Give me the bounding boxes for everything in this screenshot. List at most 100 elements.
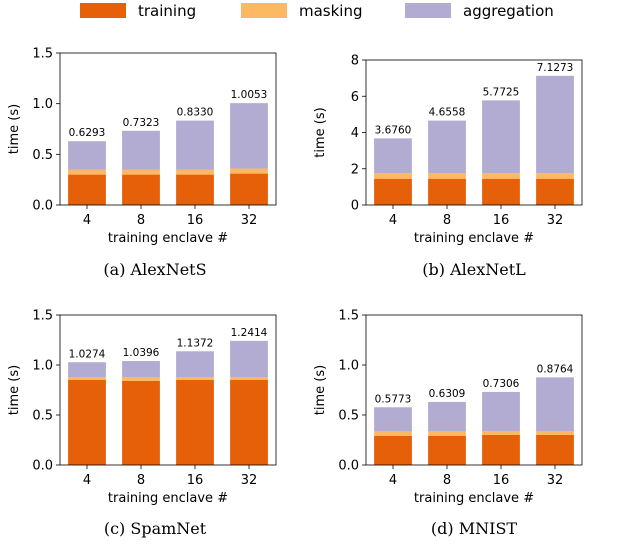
y-axis-label: time (s) [313,365,328,415]
bar-masking-32 [230,168,268,174]
data-label-16: 1.1372 [177,337,214,349]
data-label-16: 0.7306 [483,378,520,390]
bar-aggregation-8 [428,401,466,431]
y-tick-label-4: 4 [351,126,359,141]
y-tick-label-8: 8 [351,54,359,69]
bar-training-16 [176,174,214,205]
bar-aggregation-16 [482,100,520,174]
x-axis-label: training enclave # [108,231,228,246]
x-axis-label: training enclave # [108,491,228,506]
chart-panel-2: 1.0274 4 1.0396 8 1.1372 16 1.2414 32 0.0 0.5 1.0 1… [7,309,277,538]
bar-aggregation-32 [230,340,268,377]
x-tick-label-8: 8 [137,213,145,228]
x-tick-label-32: 32 [547,213,564,228]
x-axis-label: training enclave # [414,491,534,506]
bar-training-32 [536,435,574,465]
x-tick-label-8: 8 [443,473,451,488]
data-label-32: 1.2414 [231,327,268,339]
bar-training-8 [122,381,160,465]
data-label-32: 0.8764 [537,363,574,375]
y-tick-label-2: 2 [351,162,359,177]
x-tick-label-16: 16 [187,473,204,488]
data-label-8: 4.6558 [429,107,466,119]
bar-masking-16 [176,377,214,380]
x-axis-label: training enclave # [414,231,534,246]
panels: 0.629340.732380.8330161.0053320.00.51.01… [7,47,583,538]
y-tick-label-0.5: 0.5 [338,409,359,424]
bar-masking-16 [482,173,520,179]
panel-caption: (c) SpamNet [104,519,207,538]
x-tick-label-4: 4 [389,473,397,488]
bar-aggregation-16 [482,391,520,431]
bar-masking-32 [230,377,268,380]
data-label-8: 0.7323 [123,117,160,129]
legend-swatch-aggregation [405,3,451,18]
bar-aggregation-8 [428,120,466,174]
panel-caption: (a) AlexNetS [103,260,206,279]
y-tick-label-0.0: 0.0 [32,199,53,214]
panel-caption: (d) MNIST [431,519,517,538]
data-label-4: 0.5773 [375,393,412,405]
x-tick-label-4: 4 [83,473,91,488]
bar-training-32 [230,380,268,465]
bar-aggregation-16 [176,351,214,377]
y-tick-label-1.5: 1.5 [32,309,53,324]
bar-aggregation-8 [122,361,160,377]
bar-masking-32 [536,431,574,435]
y-axis-label: time (s) [7,104,22,154]
bar-training-32 [536,178,574,205]
chart-panel-0: 0.6293 4 0.7323 8 0.8330 16 1.0053 32 0.0 0.5 1.0 1… [7,47,277,279]
y-tick-label-1.0: 1.0 [32,359,53,374]
plot-frame [365,314,583,466]
data-label-16: 5.7725 [483,86,520,98]
bar-training-8 [428,178,466,205]
bar-masking-4 [68,169,106,175]
panel-caption: (b) AlexNetL [422,260,526,279]
bar-masking-16 [176,169,214,175]
data-label-4: 3.6760 [375,124,412,136]
y-axis-label: time (s) [7,365,22,415]
plot-frame [365,59,583,206]
bar-aggregation-32 [536,75,574,174]
bar-training-4 [374,436,412,465]
data-label-32: 1.0053 [231,89,268,101]
y-tick-label-0.0: 0.0 [32,459,53,474]
x-tick-label-32: 32 [241,213,258,228]
bar-masking-4 [374,431,412,436]
bar-aggregation-16 [176,120,214,170]
bar-aggregation-32 [230,103,268,169]
bar-masking-16 [482,431,520,435]
bar-training-4 [374,178,412,205]
legend-label-masking: masking [299,2,363,20]
bar-training-32 [230,173,268,205]
bar-training-4 [68,174,106,205]
plot-frame [59,314,277,466]
chart-panel-3: 0.5773 4 0.6309 8 0.7306 16 0.8764 32 0.0 0.5 1.0 1… [313,309,583,538]
legend: training masking aggregation [80,2,554,20]
bar-aggregation-4 [68,362,106,377]
data-label-8: 1.0396 [123,347,160,359]
x-tick-label-16: 16 [187,213,204,228]
x-tick-label-32: 32 [547,473,564,488]
x-tick-label-4: 4 [389,213,397,228]
bar-masking-32 [536,173,574,179]
bar-masking-8 [122,169,160,175]
data-label-4: 0.6293 [69,127,106,139]
bar-training-16 [482,435,520,465]
bar-training-8 [428,436,466,465]
bar-training-16 [482,178,520,205]
y-tick-label-0.5: 0.5 [32,409,53,424]
legend-swatch-masking [241,3,287,18]
legend-label-training: training [138,2,196,20]
bar-aggregation-8 [122,130,160,170]
x-tick-label-4: 4 [83,213,91,228]
bar-aggregation-32 [536,377,574,431]
x-tick-label-16: 16 [493,473,510,488]
y-tick-label-1.0: 1.0 [32,97,53,112]
bar-masking-8 [428,173,466,179]
bar-training-8 [122,174,160,205]
bar-masking-8 [122,377,160,381]
x-tick-label-8: 8 [443,213,451,228]
y-tick-label-0.0: 0.0 [338,459,359,474]
y-tick-label-1.5: 1.5 [338,309,359,324]
